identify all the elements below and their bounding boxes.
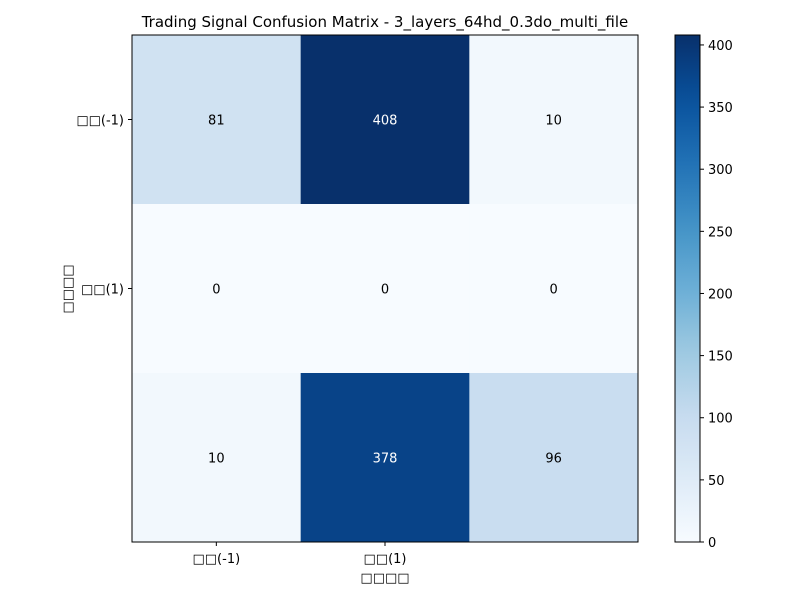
cell-value-label: 408 [373,114,398,129]
heatmap-cell [469,373,639,543]
heatmap-cells [132,35,639,543]
heatmap-cell [300,373,470,543]
cell-value-label: 81 [208,114,225,129]
colorbar-tick-label: 250 [708,225,733,240]
cell-value-label: 96 [545,452,562,467]
heatmap-cell [300,35,470,205]
colorbar-tick-label: 50 [708,474,725,489]
colorbar-tick-label: 350 [708,101,733,116]
heatmap-cell [132,35,302,205]
colorbar-tick-label: 200 [708,287,733,302]
chart-title: Trading Signal Confusion Matrix - 3_laye… [141,13,629,32]
cell-value-label: 10 [545,114,562,129]
y-axis-ticks: □□(-1) □□(1) [76,114,132,298]
colorbar-tick-label: 300 [708,163,733,178]
colorbar-tick-label: 150 [708,350,733,365]
colorbar-ticks: 0 50 100 150 200 250 300 350 400 [700,39,733,551]
colorbar-tick-label: 0 [708,536,716,551]
colorbar-tick-label: 400 [708,39,733,54]
y-tick-label: □□(1) [81,283,124,298]
heatmap-cell [469,204,639,374]
heatmap-cell [469,35,639,205]
heatmap-cell [132,373,302,543]
y-axis-label: □□□□ [61,264,76,313]
y-tick-label: □□(-1) [76,114,124,129]
heatmap-cell-labels: 81 408 10 0 0 0 10 378 96 [208,114,562,467]
cell-value-label: 0 [212,283,220,298]
cell-value-label: 378 [373,452,398,467]
heatmap-cell [300,204,470,374]
colorbar-tick-label: 100 [708,412,733,427]
heatmap-cell [132,204,302,374]
x-axis-ticks: □□(-1) □□(1) [192,542,406,567]
cell-value-label: 0 [550,283,558,298]
x-axis-label: □□□□ [360,571,409,586]
colorbar [674,34,701,543]
x-tick-label: □□(1) [364,552,407,567]
x-tick-label: □□(-1) [192,552,240,567]
cell-value-label: 10 [208,452,225,467]
cell-value-label: 0 [381,283,389,298]
